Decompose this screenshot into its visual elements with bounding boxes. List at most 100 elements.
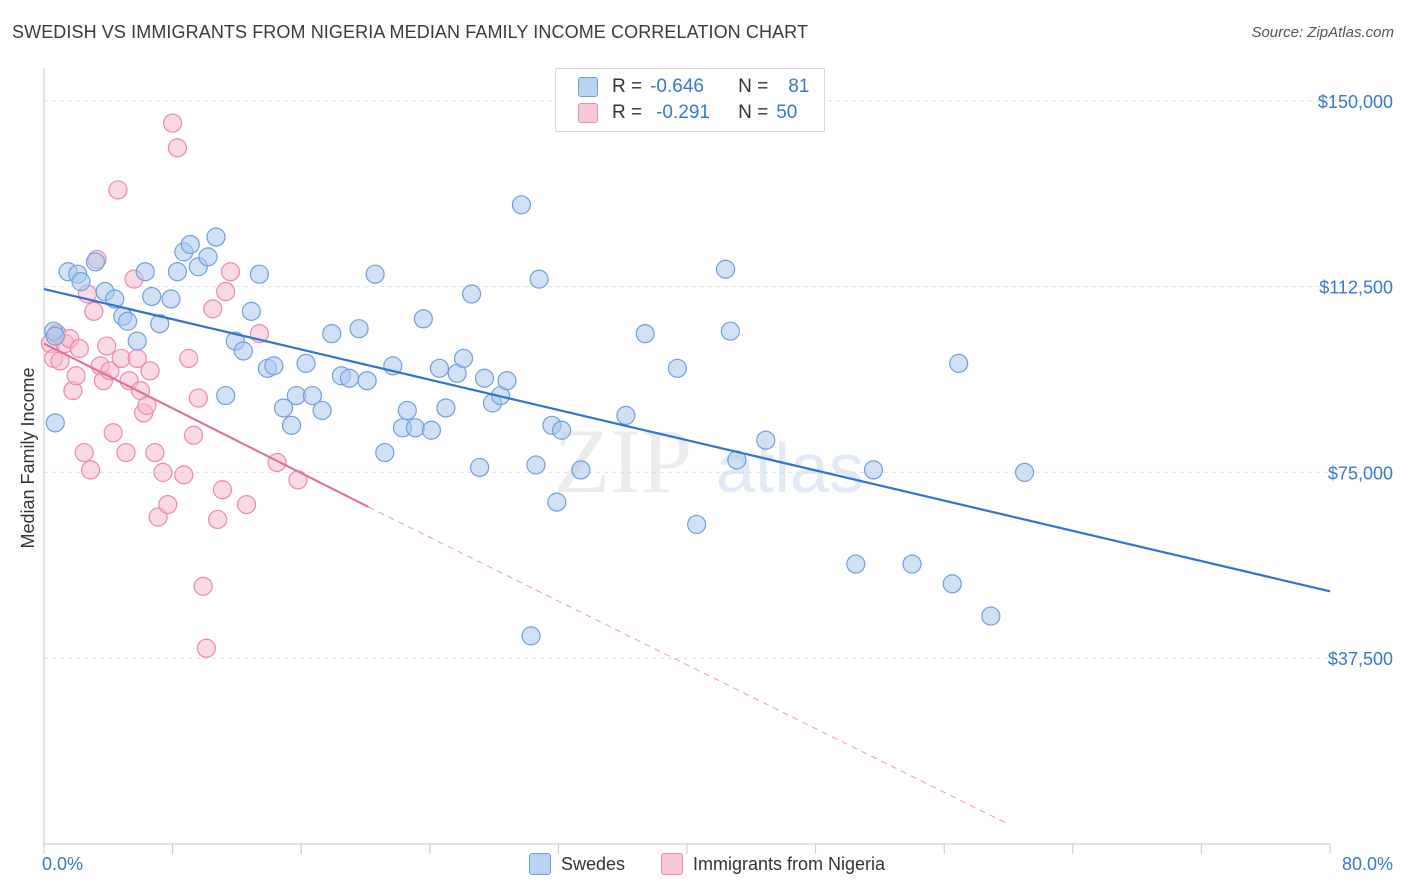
legend-n-value: 50 <box>776 102 798 123</box>
bottom-legend-label-nigeria: Immigrants from Nigeria <box>693 853 886 874</box>
legend-row-swedes: R = -0.646 N = 81 <box>578 76 809 98</box>
point-swedes <box>142 286 162 307</box>
point-swedes <box>167 262 188 282</box>
bottom-legend-label-swedes: Swedes <box>561 853 626 874</box>
point-swedes <box>552 420 572 440</box>
point-nigeria <box>179 348 199 369</box>
y-tick-label: $150,000 <box>1318 92 1393 112</box>
point-swedes <box>720 321 741 341</box>
point-swedes <box>216 385 236 406</box>
point-nigeria <box>97 336 117 356</box>
grid-lines <box>44 100 1394 659</box>
point-swedes <box>150 314 170 334</box>
point-swedes <box>241 301 261 321</box>
point-swedes <box>436 398 456 418</box>
stats-legend: R = -0.646 N = 81 R = -0.291 N = 50 <box>555 68 825 132</box>
point-swedes <box>206 227 226 247</box>
trend-line-nigeria <box>43 342 370 509</box>
point-swedes <box>413 309 433 329</box>
y-axis-label: Median Family Income <box>18 367 38 548</box>
bottom-legend-swedes: Swedes <box>529 852 625 876</box>
point-nigeria <box>74 442 94 463</box>
point-swedes <box>511 195 532 215</box>
point-swedes <box>349 319 369 339</box>
point-swedes <box>981 606 1001 626</box>
point-nigeria <box>196 638 216 658</box>
point-swedes <box>45 413 65 433</box>
bottom-legend-swatch-nigeria <box>661 853 683 875</box>
point-swedes <box>453 348 474 369</box>
source-label: Source: ZipAtlas.com <box>1251 24 1394 41</box>
point-swedes <box>497 371 517 391</box>
point-nigeria <box>108 180 128 200</box>
point-swedes <box>233 341 253 361</box>
point-swedes <box>375 442 395 463</box>
point-swedes <box>756 430 776 450</box>
point-swedes <box>302 385 323 406</box>
x-tick-label-min: 0.0% <box>42 854 83 874</box>
trend-line-swedes <box>43 287 1331 593</box>
point-nigeria <box>216 281 236 302</box>
point-nigeria <box>193 576 213 596</box>
point-swedes <box>273 398 294 418</box>
point-swedes <box>846 554 866 574</box>
point-swedes <box>526 455 546 475</box>
point-nigeria <box>103 423 123 443</box>
point-swedes <box>180 234 200 255</box>
legend-r-value: -0.291 <box>656 102 710 123</box>
point-swedes <box>571 460 591 480</box>
point-swedes <box>198 247 218 267</box>
point-swedes <box>281 415 302 435</box>
point-swedes <box>521 626 541 646</box>
series-swedes-points <box>44 195 1035 646</box>
point-nigeria <box>81 460 101 480</box>
y-tick-label: $37,500 <box>1328 649 1393 669</box>
point-swedes <box>421 420 442 440</box>
point-nigeria <box>116 442 136 463</box>
legend-n-value: 81 <box>788 76 810 97</box>
point-nigeria <box>111 348 131 369</box>
point-nigeria <box>188 388 208 408</box>
bottom-legend-swatch-swedes <box>529 853 551 875</box>
point-swedes <box>161 289 181 309</box>
point-swedes <box>474 368 495 388</box>
legend-row-nigeria: R = -0.291 N = 50 <box>578 102 797 124</box>
point-nigeria <box>145 442 165 463</box>
point-swedes <box>45 326 65 346</box>
series-nigeria-points <box>40 113 308 658</box>
point-nigeria <box>236 494 257 515</box>
point-nigeria <box>66 366 86 386</box>
y-tick-label: $75,000 <box>1328 463 1393 483</box>
point-nigeria <box>220 262 241 282</box>
point-swedes <box>127 331 147 351</box>
point-nigeria <box>84 301 104 321</box>
point-swedes <box>547 492 567 512</box>
legend-r-label: R = <box>612 102 643 123</box>
point-nigeria <box>167 138 188 158</box>
point-swedes <box>71 272 91 292</box>
point-swedes <box>249 264 270 284</box>
point-swedes <box>85 252 106 272</box>
legend-swatch-nigeria <box>578 103 598 123</box>
point-swedes <box>715 259 736 279</box>
point-swedes <box>863 460 884 480</box>
point-swedes <box>635 324 655 344</box>
point-nigeria <box>203 299 223 319</box>
point-nigeria <box>174 465 194 485</box>
chart-title: SWEDISH VS IMMIGRANTS FROM NIGERIA MEDIA… <box>12 22 809 42</box>
trend-lines <box>43 287 1331 825</box>
point-swedes <box>117 311 138 331</box>
point-swedes <box>397 400 417 421</box>
point-swedes <box>264 356 284 376</box>
point-nigeria <box>140 361 160 381</box>
point-swedes <box>357 371 377 391</box>
point-nigeria <box>163 113 183 133</box>
x-tick-label-max: 80.0% <box>1342 854 1393 874</box>
point-swedes <box>687 514 707 535</box>
point-swedes <box>667 358 687 378</box>
point-nigeria <box>158 494 178 515</box>
point-swedes <box>339 368 360 388</box>
axes <box>43 68 1331 854</box>
point-swedes <box>1014 462 1035 482</box>
